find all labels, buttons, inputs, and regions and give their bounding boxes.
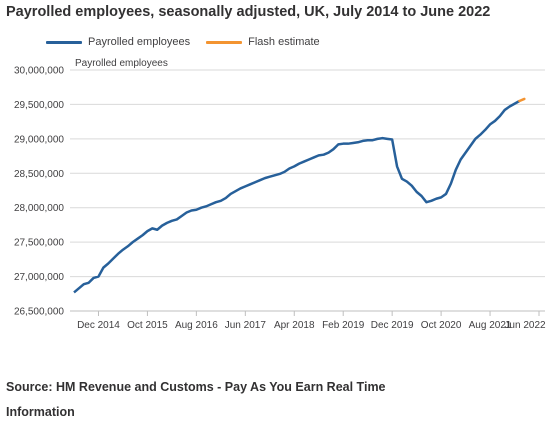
x-tick-label: Aug 2021 [469,320,512,331]
y-axis: 26,500,000 27,000,000 27,500,000 28,000,000… [14,66,64,318]
x-tick-label: Apr 2018 [274,320,315,331]
legend-swatch-flash [206,40,243,44]
x-tick-label: Oct 2020 [421,320,462,331]
legend-swatch-payrolled [46,40,82,44]
legend-item-flash: Flash estimate [206,36,320,48]
y-axis-label: Payrolled employees [75,58,168,69]
y-tick-label: 29,500,000 [14,100,64,111]
x-tick-label: Aug 2016 [175,320,218,331]
y-tick-label: 28,500,000 [14,169,64,180]
chart-title: Payrolled employees, seasonally adjusted… [6,4,491,20]
source-line-2: Information [6,405,75,419]
x-tick-label: Dec 2014 [77,320,120,331]
y-tick-label: 27,000,000 [14,272,64,283]
series-line-flash [518,97,526,103]
grid-lines [70,69,545,312]
x-tick-label: Jun 2017 [225,320,267,331]
series-line-payrolled [73,99,521,294]
y-tick-label: 29,000,000 [14,134,64,145]
x-tick-label: Feb 2019 [322,320,365,331]
x-tick-label: Oct 2015 [127,320,168,331]
x-tick-label: Dec 2019 [371,320,414,331]
x-axis: Dec 2014 Oct 2015 Aug 2016 Jun 2017 Apr 2018… [77,311,546,331]
y-tick-label: 27,500,000 [14,238,64,249]
series-group [73,97,526,294]
y-tick-label: 28,000,000 [14,203,64,214]
legend: Payrolled employees Flash estimate [46,36,336,48]
y-tick-label: 26,500,000 [14,307,64,318]
source-line-1: Source: HM Revenue and Customs - Pay As … [6,380,386,394]
legend-item-payrolled: Payrolled employees [46,36,190,48]
x-tick-label: Jun 2022 [504,320,546,331]
legend-label-payrolled: Payrolled employees [88,36,191,48]
legend-label-flash: Flash estimate [248,36,320,48]
y-tick-label: 30,000,000 [14,66,64,77]
